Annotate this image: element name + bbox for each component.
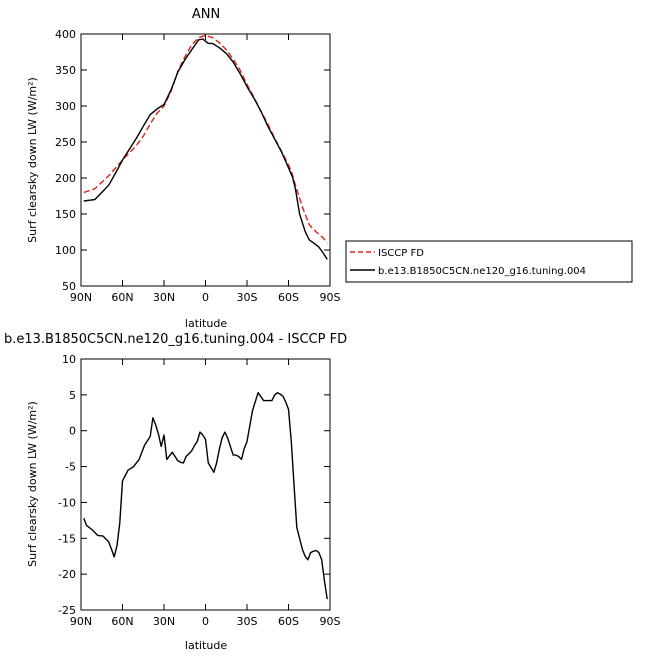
x-tick-label: 90N (70, 291, 92, 304)
x-tick-label: 60S (278, 615, 299, 628)
series-line-0-0 (83, 34, 328, 244)
bottom-plot-series (83, 392, 328, 600)
bottom-plot-frame (80, 358, 331, 611)
x-tick-label: 90S (320, 615, 341, 628)
legend: ISCCP FD b.e13.B1850C5CN.ne120_g16.tunin… (345, 240, 633, 283)
top-x-axis-title: latitude (185, 317, 227, 330)
y-tick-label: 10 (62, 353, 76, 366)
x-tick-label: 0 (202, 615, 209, 628)
legend-box (345, 240, 633, 283)
y-tick-label: -5 (65, 461, 76, 474)
bottom-panel: b.e13.B1850C5CN.ne120_g16.tuning.004 - I… (4, 332, 347, 652)
legend-label-isccp: ISCCP FD (378, 248, 424, 259)
y-tick-label: -20 (58, 568, 76, 581)
y-tick-label: 350 (55, 64, 76, 77)
y-tick-label: 250 (55, 136, 76, 149)
x-tick-label: 0 (202, 291, 209, 304)
x-tick-label: 30N (153, 615, 175, 628)
top-plot-series (83, 34, 328, 260)
y-tick-label: 0 (69, 425, 76, 438)
top-plot-title: ANN (192, 7, 220, 22)
y-tick-label: 400 (55, 28, 76, 41)
top-axes-ticks: 90N 60N 30N 0 30S 60S 90S 50 100 150 200 250 300 350 4… (55, 28, 341, 304)
x-tick-label: 90S (320, 291, 341, 304)
top-y-axis-title: Surf clearsky down LW (W/m²) (26, 77, 39, 243)
y-tick-label: 200 (55, 172, 76, 185)
x-tick-label: 30N (153, 291, 175, 304)
y-tick-label: 50 (62, 280, 76, 293)
y-tick-label: 100 (55, 244, 76, 257)
bottom-axes-ticks: 90N 60N 30N 0 30S 60S 90S -25 -20 -15 -10 -5 0 5 10 (58, 353, 340, 628)
x-tick-label: 90N (70, 615, 92, 628)
y-tick-label: -25 (58, 604, 76, 617)
y-tick-label: 5 (69, 389, 76, 402)
bottom-x-axis-title: latitude (185, 639, 227, 652)
x-tick-label: 30S (237, 291, 258, 304)
y-tick-label: 300 (55, 100, 76, 113)
y-tick-label: 150 (55, 208, 76, 221)
bottom-y-axis-title: Surf clearsky down LW (W/m²) (26, 401, 39, 567)
y-tick-label: -10 (58, 496, 76, 509)
x-tick-label: 60N (111, 615, 133, 628)
x-tick-label: 60S (278, 291, 299, 304)
x-tick-label: 30S (237, 615, 258, 628)
top-panel: ANN 90N 60N 30N 0 30S 60S 90S 50 100 150 200 250 300… (26, 7, 341, 330)
series-line-0-1 (83, 38, 328, 260)
x-tick-label: 60N (111, 291, 133, 304)
top-plot-frame (80, 33, 331, 287)
bottom-plot-title: b.e13.B1850C5CN.ne120_g16.tuning.004 - I… (4, 332, 347, 347)
y-tick-label: -15 (58, 532, 76, 545)
legend-label-model: b.e13.B1850C5CN.ne120_g16.tuning.004 (378, 266, 586, 277)
series-line-1-0 (83, 392, 328, 600)
